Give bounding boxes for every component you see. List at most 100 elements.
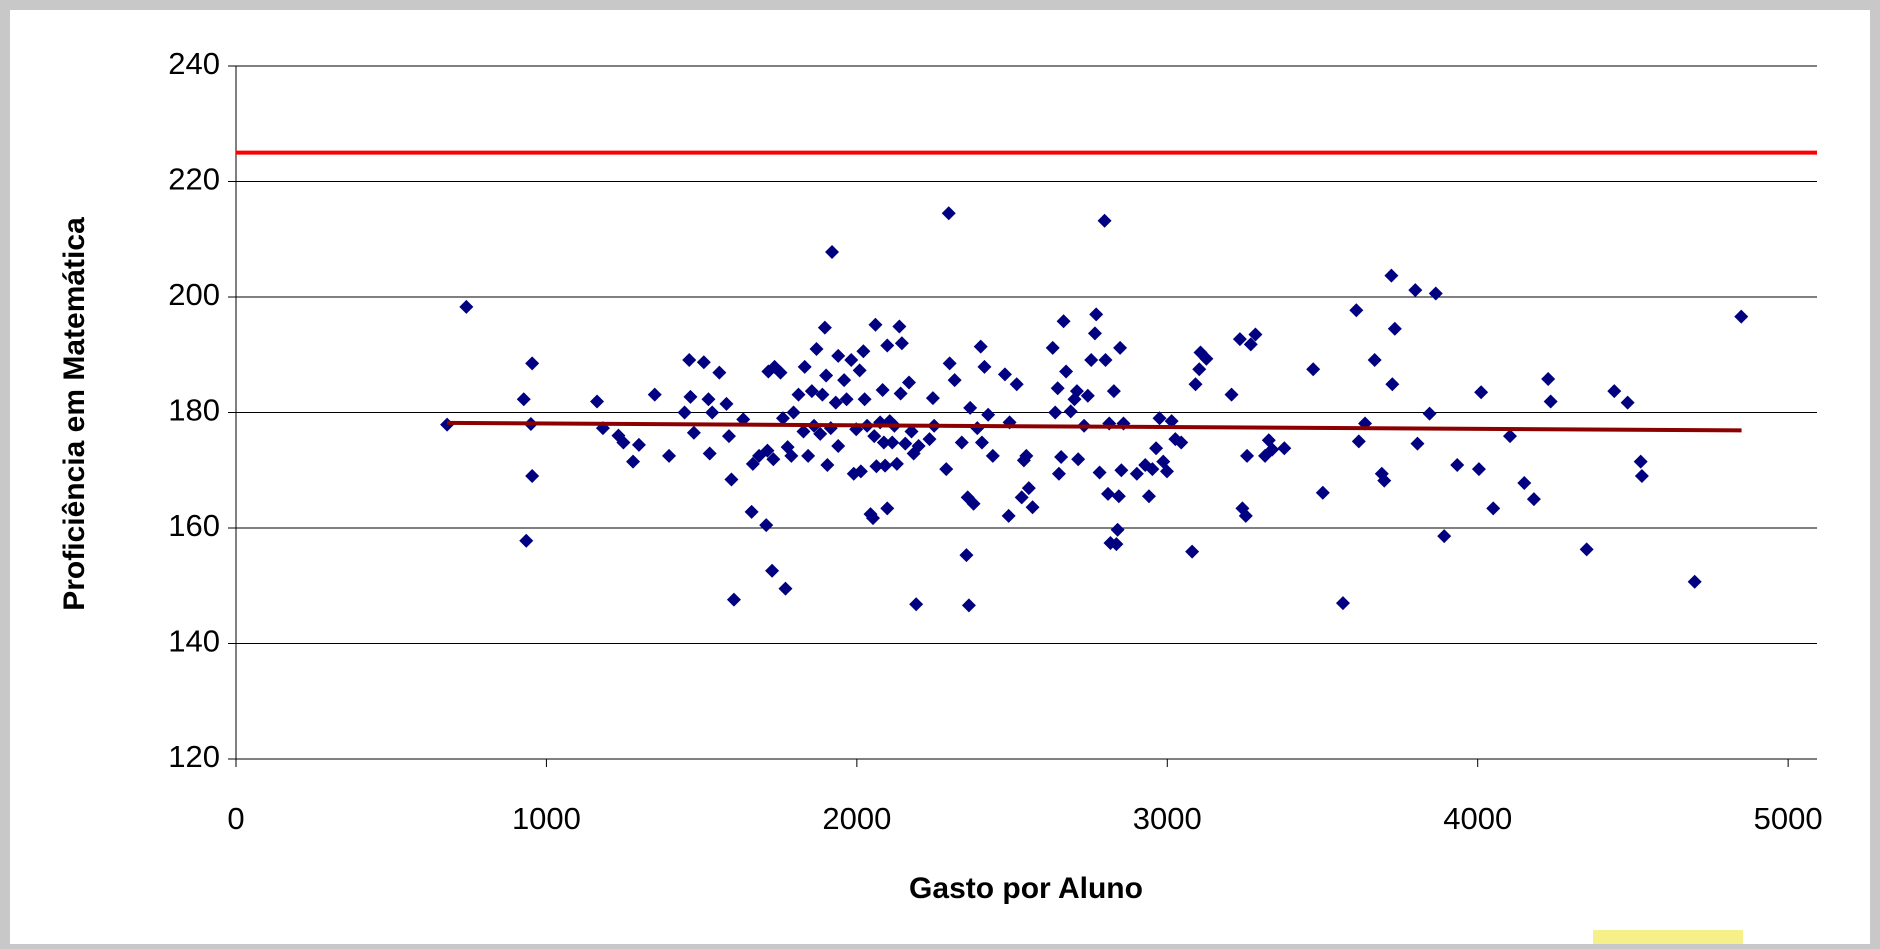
scatter-point bbox=[1384, 268, 1399, 283]
scatter-point bbox=[796, 424, 811, 439]
scatter-point bbox=[1199, 351, 1214, 366]
scatter-point bbox=[616, 435, 631, 450]
scatter-point bbox=[1385, 377, 1400, 392]
scatter-point bbox=[1188, 377, 1203, 392]
scatter-point bbox=[773, 365, 788, 380]
scatter-point bbox=[1097, 213, 1112, 228]
scatter-point bbox=[977, 359, 992, 374]
scatter-point bbox=[1351, 434, 1366, 449]
scatter-point bbox=[1114, 463, 1129, 478]
scatter-point bbox=[719, 396, 734, 411]
scatter-point bbox=[519, 533, 534, 548]
scatter-point bbox=[1159, 464, 1174, 479]
scatter-point bbox=[1315, 485, 1330, 500]
scatter-point bbox=[831, 348, 846, 363]
scatter-point bbox=[786, 405, 801, 420]
scatter-point bbox=[1734, 309, 1749, 324]
scatter-point bbox=[1098, 352, 1113, 367]
y-tick-label: 140 bbox=[168, 624, 220, 659]
scatter-point bbox=[1145, 462, 1160, 477]
scatter-point bbox=[954, 435, 969, 450]
scatter-point bbox=[1129, 466, 1144, 481]
scatter-point bbox=[925, 391, 940, 406]
scatter-point bbox=[1001, 508, 1016, 523]
scatter-point bbox=[911, 438, 926, 453]
scatter-point bbox=[1486, 501, 1501, 516]
scatter-point bbox=[1056, 314, 1071, 329]
scatter-point bbox=[889, 456, 904, 471]
scatter-point bbox=[1232, 332, 1247, 347]
scatter-point bbox=[825, 244, 840, 259]
scatter-point bbox=[837, 373, 852, 388]
scatter-point bbox=[702, 446, 717, 461]
scatter-point bbox=[1579, 542, 1594, 557]
scatter-point bbox=[868, 317, 883, 332]
scatter-point bbox=[765, 563, 780, 578]
scatter-point bbox=[677, 405, 692, 420]
scatter-point bbox=[1450, 458, 1465, 473]
chart-panel bbox=[10, 10, 1870, 944]
scatter-point bbox=[459, 299, 474, 314]
scatter-point bbox=[1410, 436, 1425, 451]
scatter-point bbox=[1224, 387, 1239, 402]
scatter-point bbox=[1059, 364, 1074, 379]
scatter-point bbox=[1377, 473, 1392, 488]
scatter-point bbox=[959, 548, 974, 563]
scatter-point bbox=[1021, 481, 1036, 496]
scatter-point bbox=[712, 365, 727, 380]
scatter-point bbox=[1113, 340, 1128, 355]
scatter-point bbox=[686, 425, 701, 440]
scatter-point bbox=[525, 356, 540, 371]
scatter-point bbox=[1063, 404, 1078, 419]
x-tick-label: 4000 bbox=[1443, 801, 1512, 836]
scatter-point bbox=[760, 443, 775, 458]
y-axis-title: Proficiência em Matemática bbox=[58, 217, 91, 611]
scatter-point bbox=[1192, 362, 1207, 377]
scatter-point bbox=[590, 394, 605, 409]
scatter-point bbox=[853, 464, 868, 479]
scatter-point bbox=[744, 504, 759, 519]
scatter-point bbox=[1100, 486, 1115, 501]
scatter-point bbox=[1367, 352, 1382, 367]
scatter-point bbox=[904, 424, 919, 439]
scatter-point bbox=[817, 320, 832, 335]
scatter-point bbox=[1111, 489, 1126, 504]
scatter-point bbox=[1080, 388, 1095, 403]
scatter-point bbox=[813, 426, 828, 441]
scatter-point bbox=[867, 429, 882, 444]
scatter-point bbox=[894, 336, 909, 351]
scatter-point bbox=[1238, 508, 1253, 523]
scatter-point bbox=[1349, 303, 1364, 318]
scatter-point bbox=[1243, 337, 1258, 352]
scatter-point bbox=[809, 341, 824, 356]
scatter-point bbox=[869, 459, 884, 474]
scatter-point bbox=[1089, 307, 1104, 322]
scatter-point bbox=[997, 367, 1012, 382]
scatter-point bbox=[1248, 327, 1263, 342]
scatter-point bbox=[1051, 466, 1066, 481]
x-tick-label: 0 bbox=[227, 801, 244, 836]
scatter-point bbox=[775, 411, 790, 426]
scatter-point bbox=[1110, 522, 1125, 537]
scatter-point bbox=[766, 452, 781, 467]
scatter-point bbox=[1045, 340, 1060, 355]
scatter-point bbox=[1149, 441, 1164, 456]
x-axis-title: Gasto por Aluno bbox=[909, 872, 1143, 905]
scatter-point bbox=[856, 344, 871, 359]
scatter-point bbox=[893, 386, 908, 401]
scatter-point bbox=[1277, 441, 1292, 456]
scatter-point bbox=[941, 206, 956, 221]
scatter-point bbox=[966, 496, 981, 511]
y-tick-label: 120 bbox=[168, 739, 220, 774]
scatter-point bbox=[1092, 465, 1107, 480]
scatter-point bbox=[778, 581, 793, 596]
sticky-note bbox=[1593, 930, 1743, 944]
scatter-point bbox=[701, 392, 716, 407]
scatter-point bbox=[696, 355, 711, 370]
scatter-point bbox=[1087, 326, 1102, 341]
scatter-point bbox=[1164, 414, 1179, 429]
scatter-point bbox=[942, 356, 957, 371]
scatter-point bbox=[1387, 321, 1402, 336]
